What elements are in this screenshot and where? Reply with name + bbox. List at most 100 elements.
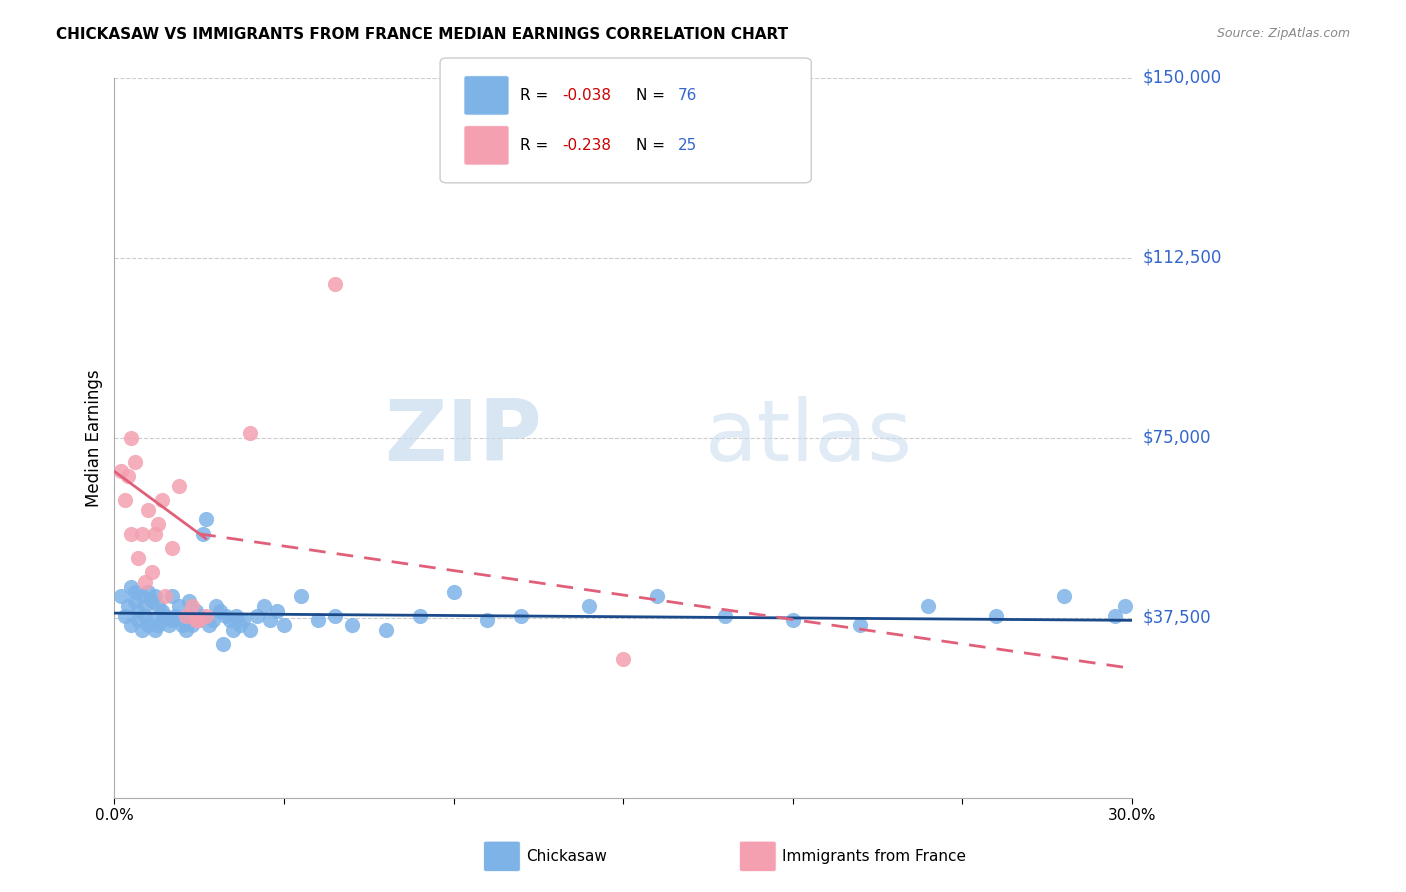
Point	[239, 623, 262, 637]
Point	[127, 604, 149, 618]
Point	[174, 623, 197, 637]
Point	[120, 431, 142, 445]
Text: R =: R =	[520, 138, 554, 153]
Point	[239, 425, 262, 440]
Point	[323, 277, 346, 291]
Text: Immigrants from France: Immigrants from France	[782, 849, 966, 863]
Point	[181, 599, 204, 613]
Point	[141, 613, 163, 627]
Point	[150, 613, 173, 627]
Point	[141, 566, 163, 580]
Point	[184, 604, 207, 618]
Point	[198, 618, 221, 632]
Point	[124, 594, 146, 608]
Point	[849, 618, 872, 632]
Point	[160, 590, 183, 604]
Point	[136, 503, 159, 517]
Point	[177, 608, 200, 623]
Point	[127, 550, 149, 565]
Point	[290, 590, 312, 604]
Point	[984, 608, 1007, 623]
Text: $112,500: $112,500	[1143, 249, 1222, 267]
Point	[136, 584, 159, 599]
Point	[114, 608, 136, 623]
Point	[120, 618, 142, 632]
Point	[253, 599, 276, 613]
Point	[143, 527, 166, 541]
Point	[307, 613, 329, 627]
Point	[188, 613, 211, 627]
Point	[131, 590, 153, 604]
Point	[191, 527, 214, 541]
Point	[477, 613, 499, 627]
Point	[141, 594, 163, 608]
Point	[259, 613, 281, 627]
Point	[134, 574, 156, 589]
Point	[1053, 590, 1076, 604]
Text: N =: N =	[636, 138, 669, 153]
Point	[917, 599, 939, 613]
Point	[150, 604, 173, 618]
Point	[117, 599, 139, 613]
Point	[194, 608, 217, 623]
Point	[148, 599, 170, 613]
Point	[148, 517, 170, 532]
Point	[143, 590, 166, 604]
Point	[782, 613, 804, 627]
Point	[212, 637, 235, 651]
Text: 76: 76	[678, 88, 697, 103]
Point	[172, 613, 194, 627]
Text: $75,000: $75,000	[1143, 429, 1212, 447]
Point	[155, 590, 177, 604]
Point	[225, 608, 247, 623]
Point	[167, 479, 190, 493]
Point	[612, 652, 634, 666]
Point	[148, 618, 170, 632]
Point	[201, 613, 224, 627]
Point	[215, 608, 238, 623]
Point	[1104, 608, 1126, 623]
Point	[188, 608, 211, 623]
Point	[160, 613, 183, 627]
Text: -0.238: -0.238	[562, 138, 612, 153]
Point	[155, 608, 177, 623]
Text: Source: ZipAtlas.com: Source: ZipAtlas.com	[1216, 27, 1350, 40]
Point	[143, 623, 166, 637]
Point	[160, 541, 183, 556]
Point	[165, 608, 187, 623]
Point	[120, 527, 142, 541]
Point	[1114, 599, 1136, 613]
Point	[208, 604, 231, 618]
Point	[117, 469, 139, 483]
Point	[134, 608, 156, 623]
Point	[578, 599, 600, 613]
Point	[120, 580, 142, 594]
Point	[124, 455, 146, 469]
Point	[134, 599, 156, 613]
Point	[273, 618, 295, 632]
Text: atlas: atlas	[704, 396, 912, 479]
Point	[340, 618, 363, 632]
Point	[131, 527, 153, 541]
Point	[218, 613, 240, 627]
Point	[127, 613, 149, 627]
Point	[246, 608, 269, 623]
Point	[184, 613, 207, 627]
Text: $150,000: $150,000	[1143, 69, 1222, 87]
Point	[323, 608, 346, 623]
Point	[443, 584, 465, 599]
Point	[205, 599, 228, 613]
Text: R =: R =	[520, 88, 554, 103]
Point	[177, 594, 200, 608]
Point	[645, 590, 668, 604]
Point	[124, 584, 146, 599]
Point	[510, 608, 533, 623]
Point	[222, 623, 245, 637]
Point	[232, 613, 254, 627]
Text: N =: N =	[636, 88, 669, 103]
Point	[157, 618, 180, 632]
Point	[194, 512, 217, 526]
Point	[229, 618, 252, 632]
Point	[150, 493, 173, 508]
Point	[114, 493, 136, 508]
